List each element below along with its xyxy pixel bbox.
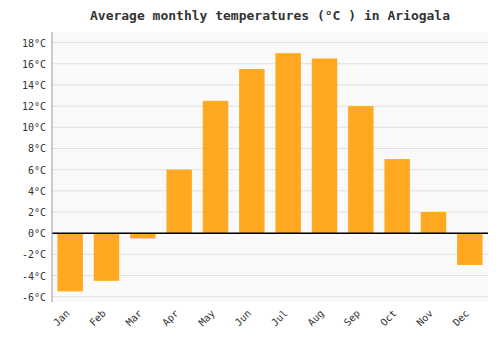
grid-line: [52, 148, 488, 149]
plot-background: [52, 32, 488, 302]
y-tick-label: 0°C: [28, 228, 46, 239]
x-tick-label: Mar: [124, 308, 145, 329]
y-tick-label: -6°C: [22, 292, 46, 303]
bar: [239, 69, 264, 233]
x-tick-label: Oct: [378, 308, 399, 329]
title: Average monthly temperatures (°C ) in Ar…: [90, 8, 450, 23]
y-tick-label: 12°C: [22, 101, 46, 112]
zero-line: [52, 232, 488, 234]
bar: [457, 233, 482, 265]
grid-line: [52, 190, 488, 191]
y-tick-label: -4°C: [22, 271, 46, 282]
x-tick-label: Jan: [51, 308, 72, 329]
bar: [312, 58, 337, 233]
x-tick-label: Apr: [160, 308, 181, 329]
x-tick-label: Nov: [414, 308, 435, 329]
x-tick-label: Sep: [342, 308, 363, 329]
bar: [348, 106, 373, 233]
x-tick-label: Jul: [269, 308, 290, 329]
grid-line: [52, 296, 488, 297]
grid-line: [52, 127, 488, 128]
y-tick-label: -2°C: [22, 249, 46, 260]
bar: [130, 233, 155, 238]
bar: [57, 233, 82, 291]
grid-line: [52, 84, 488, 85]
chart: Average monthly temperatures (°C ) in Ar…: [0, 0, 500, 350]
x-tick-label: Aug: [305, 308, 326, 329]
y-axis-line: [52, 32, 53, 302]
y-tick-label: 10°C: [22, 122, 46, 133]
y-tick-label: 16°C: [22, 59, 46, 70]
grid-line: [52, 169, 488, 170]
x-tick-label: Feb: [87, 308, 108, 329]
y-tick-label: 6°C: [28, 165, 46, 176]
y-tick-label: 2°C: [28, 207, 46, 218]
grid-line: [52, 42, 488, 43]
bar: [203, 101, 228, 233]
bar: [384, 159, 409, 233]
x-tick-label: May: [196, 308, 217, 329]
grid-line: [52, 233, 488, 234]
y-tick-label: 18°C: [22, 38, 46, 49]
bar: [421, 212, 446, 233]
grid-line: [52, 63, 488, 64]
y-tick-label: 14°C: [22, 80, 46, 91]
bar: [94, 233, 119, 281]
bar: [275, 53, 300, 233]
x-tick-label: Dec: [451, 308, 472, 329]
y-tick-label: 8°C: [28, 143, 46, 154]
x-tick-label: Jun: [233, 308, 254, 329]
y-tick-label: 4°C: [28, 186, 46, 197]
grid-line: [52, 106, 488, 107]
bar: [166, 170, 191, 234]
